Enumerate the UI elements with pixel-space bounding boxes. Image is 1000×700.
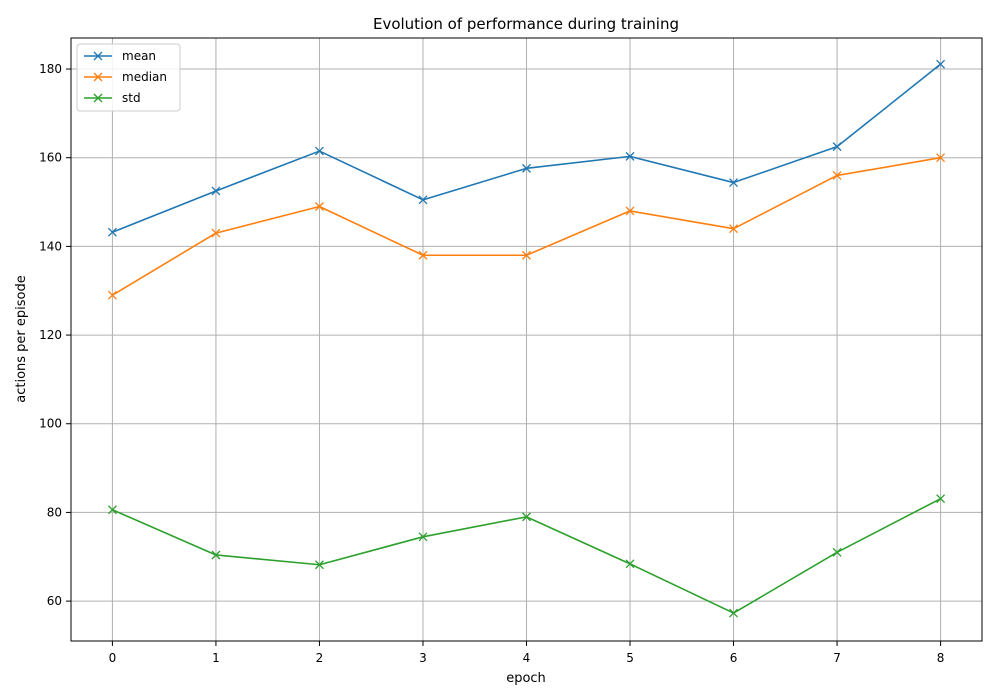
y-tick-label: 60 [47,594,62,608]
marker-stroke [93,51,103,61]
data-point-std [729,608,739,618]
data-point-median [729,224,739,234]
legend-entry-mean: mean [84,49,156,63]
x-tick-label: 5 [626,651,634,665]
data-point-std [936,494,946,504]
marker-stroke [107,227,117,237]
x-tick-label: 1 [212,651,220,665]
y-tick-label: 120 [39,328,62,342]
marker-stroke [522,250,531,260]
series-lines [107,59,946,618]
marker-stroke [625,151,635,161]
marker-stroke [107,505,117,515]
data-point-median [832,170,842,180]
marker-stroke [418,532,428,542]
x-tick-label: 2 [316,651,324,665]
marker-stroke [729,178,739,188]
data-point-mean [522,163,531,173]
data-point-mean [314,146,324,156]
y-tick-label: 100 [39,417,62,431]
data-point-mean [211,186,221,196]
marker-stroke [314,146,324,156]
x-tick-label: 8 [937,651,945,665]
marker-stroke [729,608,739,618]
marker-stroke [832,547,842,557]
legend: mean median std [76,43,181,112]
marker-stroke [936,153,946,163]
marker-stroke [936,494,946,504]
data-point-mean [418,195,428,205]
x-tick-label: 3 [419,651,427,665]
legend-marker [93,72,103,82]
data-point-mean [107,227,117,237]
data-point-std [625,559,635,569]
marker-stroke [314,202,324,211]
legend-marker [93,51,103,61]
grid-lines [71,38,982,641]
data-point-std [522,512,531,522]
data-point-median [211,228,221,238]
chart-title: Evolution of performance during training [373,15,679,33]
marker-stroke [522,512,531,522]
legend-entry-median: median [84,70,167,84]
data-point-mean [832,142,842,152]
marker-stroke [211,228,221,238]
x-tick-label: 6 [730,651,738,665]
marker-stroke [522,163,531,173]
legend-label: median [122,70,167,84]
marker-stroke [211,186,221,196]
legend-box [76,43,181,112]
data-point-median [522,250,531,260]
marker-stroke [625,559,635,569]
y-tick-label: 180 [39,62,62,76]
data-point-mean [625,151,635,161]
data-point-median [418,250,428,260]
y-tick-label: 160 [39,151,62,165]
data-point-mean [729,178,739,188]
legend-label: mean [122,49,156,63]
marker-stroke [832,142,842,152]
marker-stroke [314,560,324,570]
data-point-std [832,547,842,557]
data-point-median [314,202,324,211]
marker-stroke [211,550,221,560]
x-tick-label: 0 [109,651,117,665]
data-point-std [418,532,428,542]
legend-entry-std: std [84,91,141,105]
marker-stroke [936,59,946,69]
x-tick-label: 7 [833,651,841,665]
data-point-std [107,505,117,515]
legend-label: std [122,91,141,105]
data-point-median [107,290,117,300]
marker-stroke [832,170,842,180]
legend-marker [93,93,103,103]
data-point-median [936,153,946,163]
y-tick-label: 80 [47,505,62,519]
marker-stroke [93,72,103,82]
marker-stroke [107,290,117,300]
data-point-median [625,206,635,216]
marker-stroke [729,224,739,234]
marker-stroke [418,195,428,205]
data-point-std [211,550,221,560]
plot-area-frame [70,37,983,642]
data-point-std [314,560,324,570]
marker-stroke [93,93,103,103]
y-axis-label: actions per episode [14,275,29,403]
data-point-mean [936,59,946,69]
marker-stroke [418,250,428,260]
marker-stroke [625,206,635,216]
x-axis-label: epoch [506,671,546,686]
y-tick-label: 140 [39,239,62,253]
axis-ticks: 0 1 2 3 4 5 6 7 8 60 80 100 120 140 160 180 [39,62,944,665]
x-tick-label: 4 [523,651,531,665]
